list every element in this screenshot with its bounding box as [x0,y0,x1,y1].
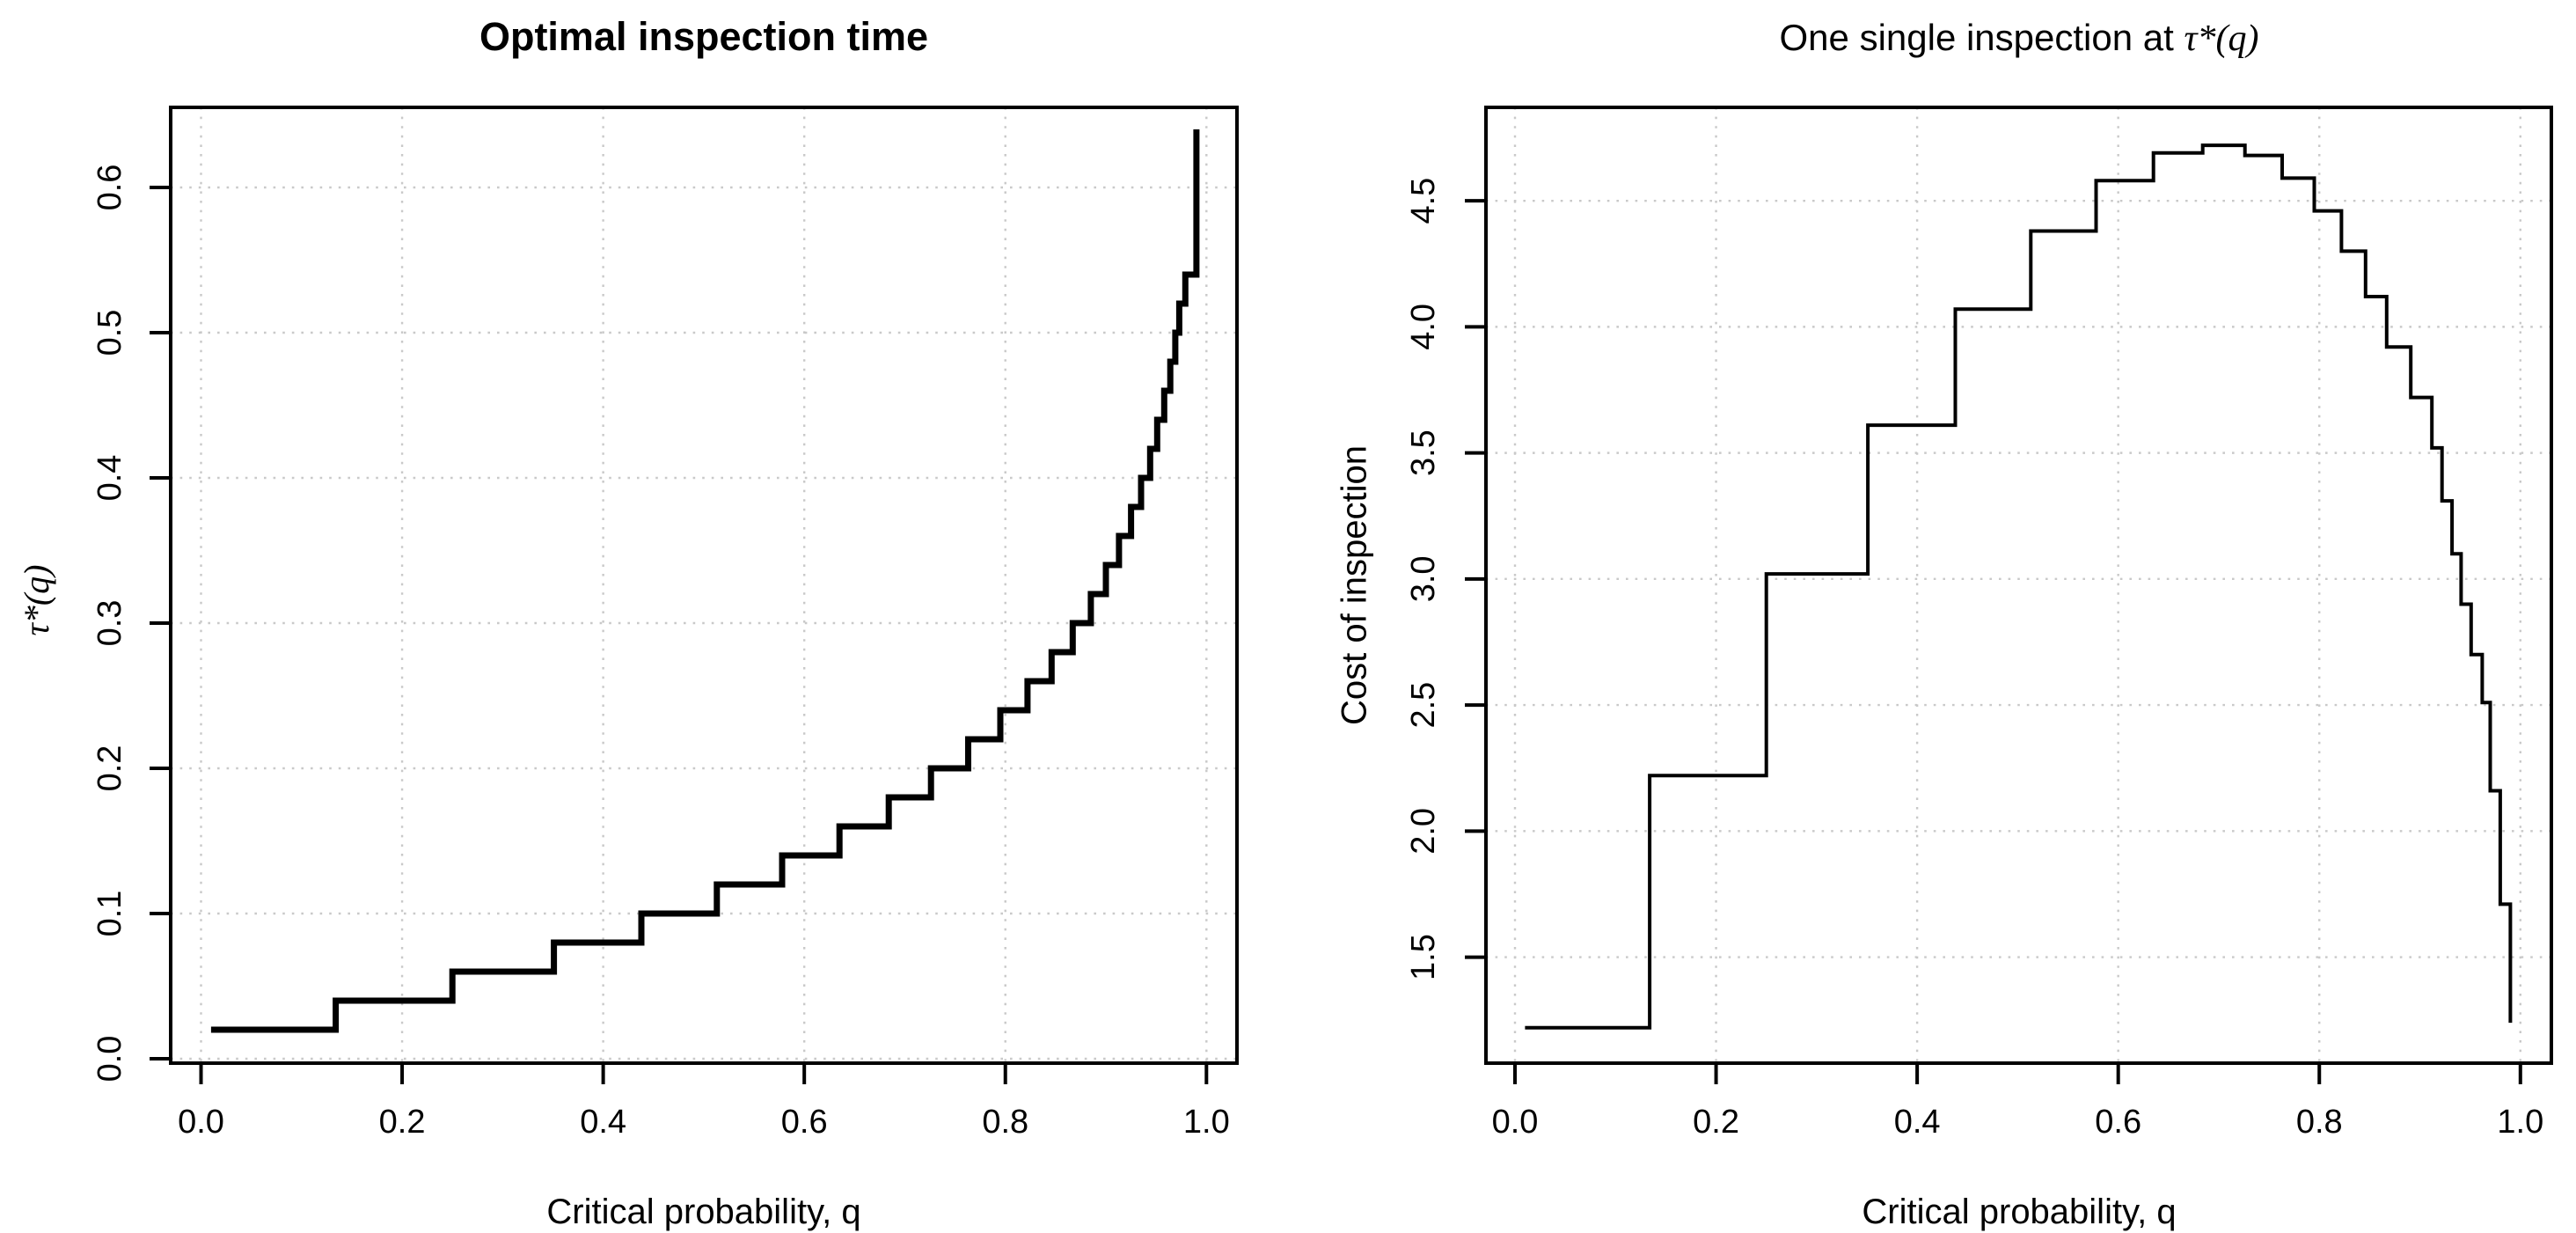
x-axis-tick-label: 1.0 [1183,1104,1230,1141]
y-axis-tick-label: 0.1 [91,891,128,937]
y-axis-tick-label: 1.5 [1405,934,1442,980]
x-axis-tick-label: 0.8 [2296,1104,2343,1141]
y-axis-tick-label: 3.0 [1405,555,1442,602]
cost-of-inspection-step [1525,143,2513,1030]
y-axis-tick-label: 2.5 [1405,682,1442,729]
x-axis-tick-label: 0.2 [379,1104,426,1141]
plot-box [169,106,1239,1065]
y-axis-tick-label: 0.3 [91,600,128,647]
y-axis-tick-label: 3.5 [1405,429,1442,476]
x-axis-title: Critical probability, q [1862,1193,2176,1231]
y-axis-tick-label: 0.4 [91,455,128,502]
y-axis-tick-label: 0.0 [91,1036,128,1083]
y-axis-tick-label: 0.6 [91,165,128,211]
chart-title-math: τ*(q) [2184,18,2258,59]
chart-title: Optimal inspection time [479,14,928,59]
y-axis-title: τ*(q) [17,565,56,636]
x-axis-tick-label: 0.4 [1894,1104,1941,1141]
y-axis-tick-label: 2.0 [1405,808,1442,855]
plot-box [1484,106,2553,1065]
y-axis-tick-label: 0.5 [91,310,128,356]
x-axis-tick-label: 0.0 [178,1104,224,1141]
y-axis-title: Cost of inspection [1336,445,1374,725]
y-axis-tick-label: 0.2 [91,745,128,792]
x-axis-tick-label: 1.0 [2497,1104,2543,1141]
x-axis-tick-label: 0.6 [781,1104,828,1141]
chart-title: One single inspection at τ*(q) [1780,17,2259,59]
x-axis-tick-label: 0.8 [982,1104,1028,1141]
x-axis-tick-label: 0.6 [2095,1104,2141,1141]
y-axis-tick-label: 4.5 [1405,178,1442,224]
y-axis-tick-label: 4.0 [1405,304,1442,350]
x-axis-tick-label: 0.4 [580,1104,626,1141]
x-axis-tick-label: 0.2 [1693,1104,1739,1141]
x-axis-title: Critical probability, q [546,1193,860,1231]
x-axis-tick-label: 0.0 [1492,1104,1539,1141]
optimal-inspection-time-step [210,129,1200,1033]
